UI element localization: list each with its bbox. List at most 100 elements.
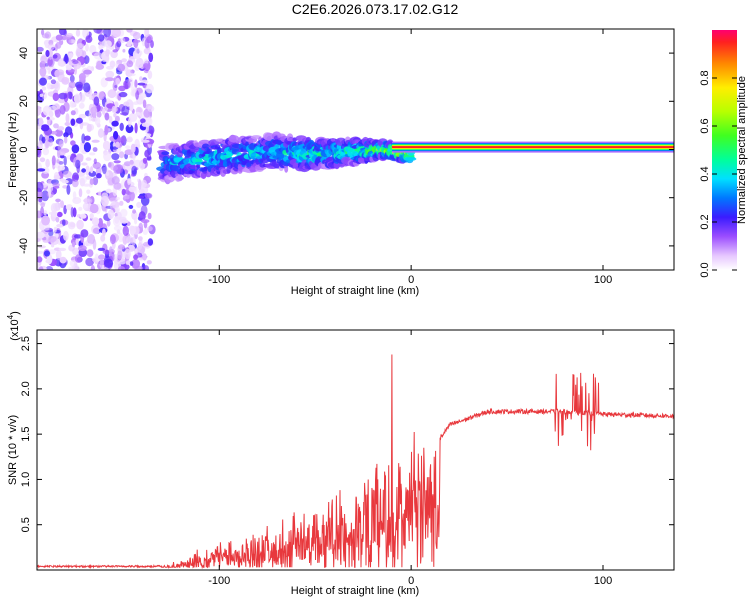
noise-blob <box>115 77 121 85</box>
noise-blob <box>39 93 44 98</box>
noise-blob <box>84 243 93 246</box>
noise-blob <box>71 144 80 154</box>
noise-blob <box>55 249 62 260</box>
noise-blob <box>68 81 77 89</box>
noise-blob <box>66 33 73 38</box>
noise-blob <box>48 110 54 118</box>
noise-blob <box>86 249 94 257</box>
noise-blob <box>57 203 62 209</box>
noise-blob <box>104 40 112 48</box>
noise-blob <box>150 40 154 49</box>
noise-blob <box>96 111 102 118</box>
noise-blob <box>40 55 48 64</box>
noise-blob <box>137 242 143 250</box>
noise-blob <box>69 259 77 267</box>
noise-blob <box>139 92 147 99</box>
noise-blob <box>112 49 119 53</box>
noise-blob <box>37 105 42 116</box>
noise-blob <box>126 136 133 143</box>
noise-blob <box>127 73 136 77</box>
noise-blob <box>65 113 70 124</box>
band-blob <box>405 157 417 161</box>
noise-blob <box>48 49 54 57</box>
noise-blob <box>52 54 58 59</box>
noise-blob <box>48 235 57 243</box>
noise-blob <box>147 238 154 246</box>
noise-blob <box>134 248 138 254</box>
noise-blob <box>95 63 105 70</box>
snr-scale-base: (x10 <box>9 319 21 340</box>
noise-blob <box>97 128 105 138</box>
noise-blob <box>111 105 117 114</box>
band-blob <box>330 138 336 142</box>
noise-blob <box>76 84 83 92</box>
noise-blob <box>69 100 75 108</box>
x-tick-label: 100 <box>594 274 612 286</box>
spectrogram-panel: -100 0 100 -40 -20 0 20 40 Height of straight l… <box>7 28 675 297</box>
noise-blob <box>126 40 132 47</box>
noise-blob <box>102 108 106 115</box>
noise-blob <box>147 105 155 112</box>
noise-blob <box>59 256 67 264</box>
noise-blob <box>85 157 92 161</box>
noise-blob <box>122 48 126 53</box>
y-tick-label: 2.0 <box>20 381 32 396</box>
noise-blob <box>132 31 141 40</box>
x-tick-label: 0 <box>408 274 414 286</box>
noise-blob <box>63 230 69 241</box>
chart-title: C2E6.2026.073.17.02.G12 <box>292 1 459 17</box>
snr-xlabel: Height of straight line (km) <box>291 585 419 597</box>
band-blob <box>198 139 211 145</box>
noise-blob <box>134 122 138 134</box>
noise-blob <box>136 144 141 148</box>
noise-blob <box>64 126 73 136</box>
noise-blob <box>81 162 88 166</box>
noise-blob <box>70 140 76 146</box>
noise-blob <box>108 115 113 124</box>
noise-blob <box>92 161 102 170</box>
noise-blob <box>63 136 68 144</box>
noise-blob <box>117 250 123 260</box>
noise-blob <box>37 191 43 199</box>
noise-blob <box>46 254 53 265</box>
noise-blob <box>67 221 76 230</box>
noise-blob <box>95 167 102 176</box>
noise-blob <box>122 225 129 236</box>
noise-blob <box>64 122 71 126</box>
noise-blob <box>39 66 47 77</box>
noise-blob <box>142 157 148 164</box>
noise-blob <box>141 122 149 127</box>
noise-blob <box>139 76 143 82</box>
noise-blob <box>114 212 118 217</box>
noise-blob <box>88 170 97 177</box>
noise-blob <box>55 232 59 239</box>
noise-blob <box>54 69 60 78</box>
noise-blob <box>100 195 109 207</box>
y-tick-label: 20 <box>18 95 30 107</box>
noise-blob <box>93 158 97 165</box>
noise-blob <box>92 227 100 234</box>
noise-blob <box>121 188 126 196</box>
noise-blob <box>82 202 89 210</box>
noise-blob <box>91 139 100 143</box>
noise-blob <box>41 190 49 202</box>
noise-blob <box>134 79 138 89</box>
noise-blob <box>102 163 107 175</box>
noise-blob <box>75 117 83 124</box>
noise-blob <box>129 261 134 266</box>
noise-blob <box>99 257 104 269</box>
colorbar-tick-label: 0.8 <box>699 70 711 85</box>
noise-blob <box>143 265 149 270</box>
noise-blob <box>105 49 110 57</box>
noise-blob <box>78 73 86 81</box>
noise-blob <box>37 231 45 239</box>
noise-blob <box>132 209 137 214</box>
noise-blob <box>147 70 153 79</box>
noise-blob <box>66 184 71 195</box>
noise-blob <box>148 52 154 63</box>
noise-blob <box>78 206 83 211</box>
noise-blob <box>111 200 116 206</box>
noise-blob <box>39 77 47 86</box>
noise-blob <box>61 179 69 184</box>
